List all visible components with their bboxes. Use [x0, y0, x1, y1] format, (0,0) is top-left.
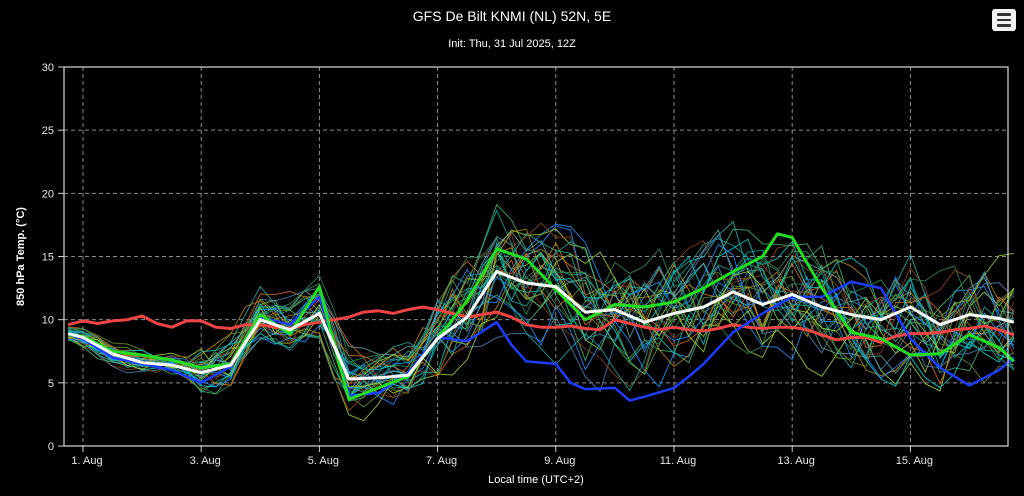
y-axis-title: 850 hPa Temp. (°C) — [15, 207, 27, 306]
ensemble-member-line — [67, 228, 1014, 399]
mean-series-line — [67, 270, 1015, 381]
ensemble-member-line — [68, 228, 1015, 385]
ensemble-member-line — [68, 251, 1015, 394]
x-tick-label: 3. Aug — [190, 455, 221, 467]
y-tick-label: 20 — [42, 188, 54, 200]
ensemble-member-line — [67, 220, 1014, 397]
x-tick-label: 15. Aug — [896, 455, 933, 467]
x-tick-label: 1. Aug — [71, 455, 102, 467]
x-tick-label: 9. Aug — [544, 455, 575, 467]
ensemble-member-line — [68, 230, 1014, 393]
ensemble-member-line — [68, 243, 1015, 388]
ensemble-member-line — [68, 225, 1015, 393]
x-tick-label: 13. Aug — [778, 455, 815, 467]
y-tick-label: 15 — [42, 252, 54, 264]
climate-series-line — [67, 305, 1015, 344]
chart-title: GFS De Bilt KNMI (NL) 52N, 5E — [412, 8, 612, 24]
chart-menu-button[interactable] — [992, 9, 1016, 31]
x-tick-label: 7. Aug — [426, 455, 457, 467]
plot-border — [63, 66, 1009, 447]
chart-subtitle: Init: Thu, 31 Jul 2025, 12Z — [448, 38, 576, 50]
hamburger-icon-bar — [997, 24, 1011, 27]
ensemble-member-line — [67, 232, 1015, 378]
x-axis-title: Local time (UTC+2) — [488, 474, 584, 486]
y-tick-label: 0 — [48, 441, 54, 453]
hamburger-icon-bar — [997, 13, 1011, 16]
ensemble-member-line — [67, 228, 1015, 402]
y-tick-label: 30 — [42, 62, 54, 74]
hamburger-icon-bar — [997, 18, 1011, 22]
control-series-line — [68, 232, 1015, 401]
x-tick-label: 5. Aug — [308, 455, 339, 467]
x-tick-label: 11. Aug — [660, 455, 697, 467]
y-tick-label: 10 — [42, 315, 54, 327]
ensemble-member-line — [67, 238, 1015, 398]
y-tick-label: 5 — [48, 378, 54, 390]
highlighted-series — [67, 232, 1015, 402]
y-tick-label: 25 — [42, 125, 54, 137]
axes: 0 5 10 15 20 25 30 1. Aug 3. Aug 5. Aug 7. Aug 9. A… — [42, 62, 1009, 467]
ensemble-member-line — [68, 252, 1015, 386]
ensemble-member-lines — [67, 203, 1015, 422]
